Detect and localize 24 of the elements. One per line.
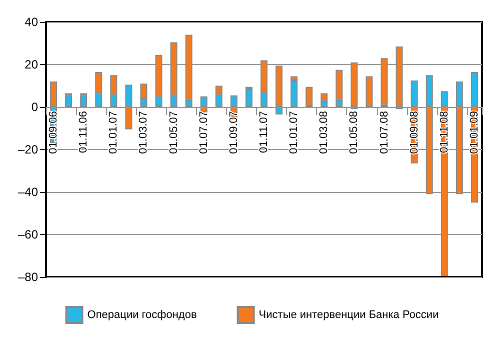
x-tick-label: 01.11.07 — [258, 111, 270, 154]
x-tick-label: 01.01.07 — [108, 111, 120, 154]
x-tick-label: 01.09.07 — [228, 111, 240, 154]
x-tick-label: 01.01.07 — [288, 111, 300, 154]
x-tick-label: 01.05.07 — [168, 111, 180, 154]
legend-label: Чистые интервенции Банка России — [258, 309, 439, 321]
x-tick-label: 01.03.08 — [318, 111, 330, 154]
x-tick-label: 01.03.07 — [138, 111, 150, 154]
y-tick-label: 20 — [24, 58, 38, 72]
x-tick-label: 01.01.09 — [468, 111, 480, 154]
y-tick-label: 0 — [31, 100, 38, 114]
y-tick-label: –80 — [18, 270, 38, 284]
y-tick-label: 40 — [24, 15, 38, 29]
y-tick-label: –60 — [18, 228, 38, 242]
legend-label: Операции госфондов — [87, 309, 197, 321]
y-tick-label: –40 — [18, 185, 38, 199]
x-tick-label: 01.11.08 — [438, 111, 450, 154]
x-tick-label: 01.09.08 — [408, 111, 420, 154]
x-tick-label: 01.07.07 — [198, 111, 210, 154]
x-tick-label: 01.11.06 — [78, 111, 90, 154]
x-tick-label: 01.05.08 — [348, 111, 360, 154]
x-tick-label: 01.07.08 — [378, 111, 390, 154]
x-tick-label: 01.09.06 — [48, 111, 60, 154]
y-tick-label: –20 — [18, 142, 38, 156]
